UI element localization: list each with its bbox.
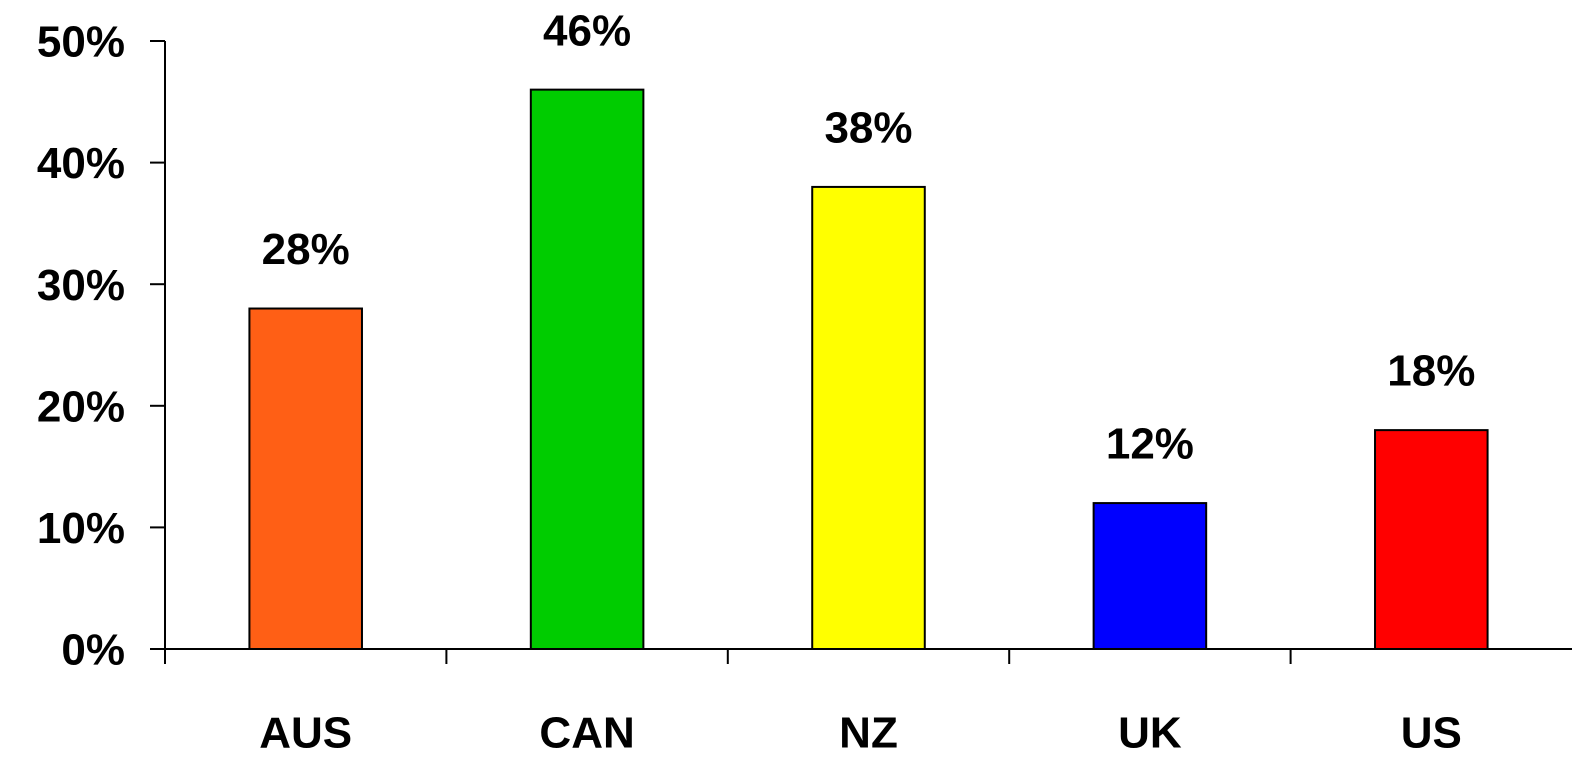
y-tick-label: 40% (37, 139, 125, 188)
x-tick-label: US (1401, 709, 1462, 758)
y-tick-label: 50% (37, 18, 125, 67)
y-tick-label: 10% (37, 504, 125, 553)
bar (1092, 502, 1208, 650)
value-label: 12% (1106, 420, 1194, 469)
bar (248, 307, 363, 650)
y-tick-label: 20% (37, 382, 125, 431)
bar (1374, 429, 1489, 650)
value-label: 28% (262, 225, 350, 274)
value-label: 46% (543, 6, 631, 55)
bar (811, 185, 926, 650)
value-label: 18% (1387, 347, 1475, 396)
x-tick-label: AUS (259, 709, 352, 758)
y-tick-label: 0% (61, 626, 125, 675)
x-tick-label: CAN (539, 709, 634, 758)
bar (529, 88, 645, 650)
x-tick-label: UK (1118, 709, 1182, 758)
x-tick-label: NZ (839, 709, 898, 758)
value-label: 38% (824, 104, 912, 153)
y-tick-label: 30% (37, 261, 125, 310)
